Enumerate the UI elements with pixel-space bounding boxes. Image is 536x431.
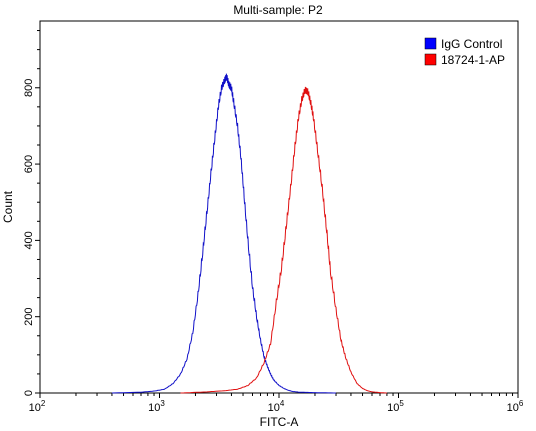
x-axis-ticks: 102 103 104 105 106: [29, 393, 524, 414]
y-tick-label: 400: [23, 231, 35, 249]
x-tick-label: 106: [507, 399, 524, 414]
x-axis-label: FITC-A: [260, 415, 299, 429]
y-axis-ticks: 0 200 400 600 800: [23, 30, 40, 396]
y-tick-label: 200: [23, 308, 35, 326]
legend-label-igg-control: IgG Control: [441, 37, 502, 51]
x-tick-label: 104: [268, 399, 285, 414]
y-axis-label: Count: [1, 190, 15, 223]
x-tick-label: 102: [29, 399, 46, 414]
x-tick-label: 105: [387, 399, 404, 414]
chart-title: Multi-sample: P2: [233, 3, 323, 17]
y-tick-label: 0: [23, 390, 35, 396]
x-tick-label: 103: [148, 399, 165, 414]
y-tick-label: 800: [23, 79, 35, 97]
plot-frame: [39, 20, 519, 394]
series-line-18724-1-ap: [180, 86, 387, 394]
legend-swatch-igg-control: [424, 37, 437, 50]
legend-swatch-18724-1-ap: [424, 53, 437, 66]
y-tick-label: 600: [23, 155, 35, 173]
legend: IgG Control 18724-1-AP: [424, 37, 505, 67]
legend-label-18724-1-ap: 18724-1-AP: [441, 53, 505, 67]
series-line-igg-control: [111, 73, 336, 394]
